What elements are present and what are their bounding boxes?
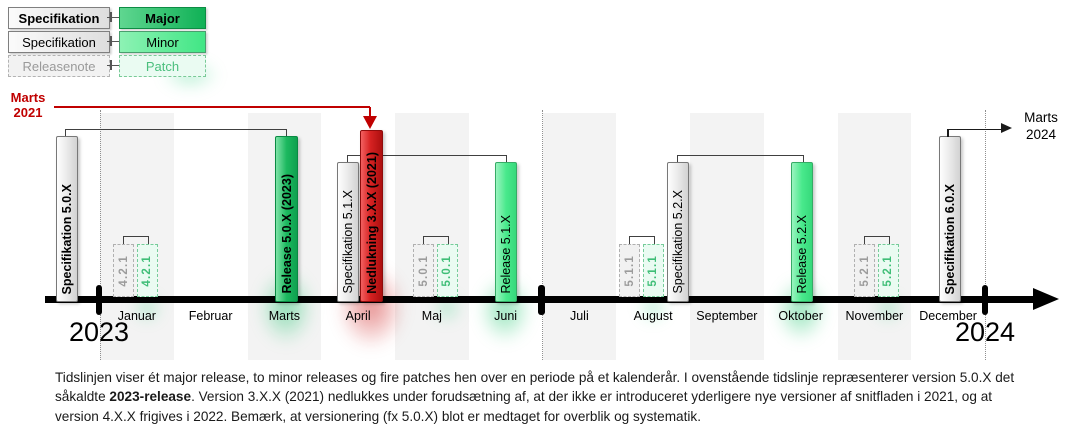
- legend-releasenote-box: Releasenote: [8, 55, 110, 77]
- annotation-line: 2021: [13, 105, 43, 120]
- legend-label: Patch: [145, 58, 180, 74]
- legend-connector: [107, 16, 119, 18]
- patch-label: 4.2.1: [141, 254, 153, 287]
- patch-label: 4.2.1: [117, 254, 130, 287]
- bar-release-5-0-x: Release 5.0.X (2023): [275, 136, 298, 302]
- description-text: Tidslinjen viser ét major release, to mi…: [55, 370, 1015, 405]
- month-label-oktober: Oktober: [778, 309, 823, 323]
- annotation-red-line: [54, 106, 370, 108]
- bar-specifikation-5-0-x: Specifikation 5.0.X: [56, 136, 78, 302]
- bar-specifikation-5-2-x: Specifikation 5.2.X: [667, 162, 689, 302]
- patch-label: 5.0.1: [417, 254, 430, 287]
- month-label-januar: Januar: [117, 309, 156, 323]
- patch-label: 5.2.1: [882, 254, 894, 287]
- legend-specifikation-major-box: Specifikation: [8, 7, 110, 29]
- patch-box-521: 5.2.1: [877, 244, 899, 297]
- legend-label: Minor: [146, 34, 179, 50]
- year-label-2024: 2024: [954, 317, 1016, 347]
- month-label-marts: Marts: [268, 309, 300, 323]
- patch-box-421-releasenote: 4.2.1: [113, 244, 134, 297]
- axis-tick-midyear: [538, 285, 545, 315]
- axis-tick-2023: [95, 285, 103, 315]
- patch-label: 5.1.1: [647, 254, 659, 287]
- patch-label: 5.2.1: [858, 254, 871, 287]
- dotted-guide-year-end: [984, 110, 986, 360]
- month-label-september: September: [696, 309, 758, 323]
- month-label-juni: Juni: [494, 309, 518, 323]
- annotation-line: Marts: [10, 90, 46, 105]
- description-paragraph: Tidslinjen viser ét major release, to mi…: [55, 368, 1033, 426]
- dotted-guide-midyear: [541, 110, 543, 360]
- bar-label: Release 5.1.X: [499, 215, 513, 294]
- bracket-patch-521: [863, 236, 890, 245]
- annotation-line: 2024: [1025, 127, 1057, 142]
- month-label-april: April: [345, 309, 371, 323]
- patch-box-501-releasenote: 5.0.1: [413, 244, 434, 297]
- bar-nedlukning-3-x-x: Nedlukning 3.X.X (2021): [360, 130, 383, 302]
- bar-label: Specifikation 5.2.X: [671, 190, 685, 294]
- annotation-2024-line: [947, 128, 1002, 130]
- bracket-patch-421: [122, 236, 149, 245]
- month-band-september: [690, 113, 764, 360]
- bar-label: Specifikation 5.0.X: [60, 183, 74, 294]
- bar-label: Release 5.0.X (2023): [279, 174, 294, 294]
- legend-patch-box: Patch: [119, 55, 206, 77]
- right-arrow-icon: [1001, 123, 1012, 133]
- month-label-maj: Maj: [421, 309, 442, 323]
- month-band-juli: [542, 113, 617, 360]
- bar-label: Release 5.2.X: [795, 215, 809, 294]
- legend-label: Specifikation: [22, 34, 96, 50]
- month-label-august: August: [633, 309, 673, 323]
- bracket-spec51-release51: [346, 155, 507, 163]
- annotation-marts-2024: Marts 2024: [1014, 109, 1068, 143]
- patch-box-501: 5.0.1: [436, 244, 458, 297]
- legend-major-box: Major: [119, 7, 206, 29]
- annotation-line: Marts: [1024, 110, 1058, 125]
- annotation-marts-2021: Marts 2021: [4, 90, 52, 120]
- legend-connector: [107, 40, 119, 42]
- patch-box-511: 5.1.1: [642, 244, 664, 297]
- bracket-patch-501: [422, 236, 449, 245]
- patch-label: 5.0.1: [441, 254, 453, 287]
- bar-label: Nedlukning 3.X.X (2021): [364, 152, 379, 294]
- bar-release-5-1-x: Release 5.1.X: [495, 162, 517, 302]
- month-label-december: December: [919, 309, 977, 323]
- description-bold-text: 2023-release: [109, 389, 192, 405]
- patch-label: 5.1.1: [623, 254, 636, 287]
- year-label-2023: 2023: [68, 317, 130, 347]
- month-label-november: November: [845, 309, 904, 323]
- bracket-spec50-release50: [65, 129, 287, 137]
- patch-box-521-releasenote: 5.2.1: [854, 244, 875, 297]
- month-label-juli: Juli: [569, 309, 589, 323]
- down-arrow-icon: [362, 116, 377, 129]
- timeline-axis-arrowhead: [1033, 288, 1059, 310]
- bar-specifikation-6-0-x: Specifikation 6.0.X: [939, 136, 961, 302]
- legend-label: Major: [145, 10, 180, 26]
- bracket-patch-511: [628, 236, 655, 245]
- bracket-spec52-release52: [676, 155, 804, 163]
- annotation-2024-riser: [947, 129, 949, 137]
- patch-box-511-releasenote: 5.1.1: [619, 244, 640, 297]
- axis-tick-2024: [981, 285, 989, 315]
- patch-box-421: 4.2.1: [136, 244, 158, 297]
- legend-connector: [107, 64, 119, 66]
- legend-minor-box: Minor: [119, 31, 206, 53]
- description-text: . Version 3.X.X (2021) nedlukkes under f…: [55, 389, 993, 424]
- bar-specifikation-5-1-x: Specifikation 5.1.X: [337, 162, 359, 302]
- legend-specifikation-minor-box: Specifikation: [8, 31, 110, 53]
- bar-release-5-2-x: Release 5.2.X: [791, 162, 813, 302]
- legend-label: Specifikation: [18, 10, 100, 26]
- annotation-red-line-drop: [368, 107, 371, 117]
- bar-label: Specifikation 5.1.X: [341, 190, 355, 294]
- month-label-februar: Februar: [188, 309, 233, 323]
- legend-label: Releasenote: [22, 58, 96, 74]
- dotted-guide-year-start: [99, 110, 101, 360]
- bar-label: Specifikation 6.0.X: [943, 183, 957, 294]
